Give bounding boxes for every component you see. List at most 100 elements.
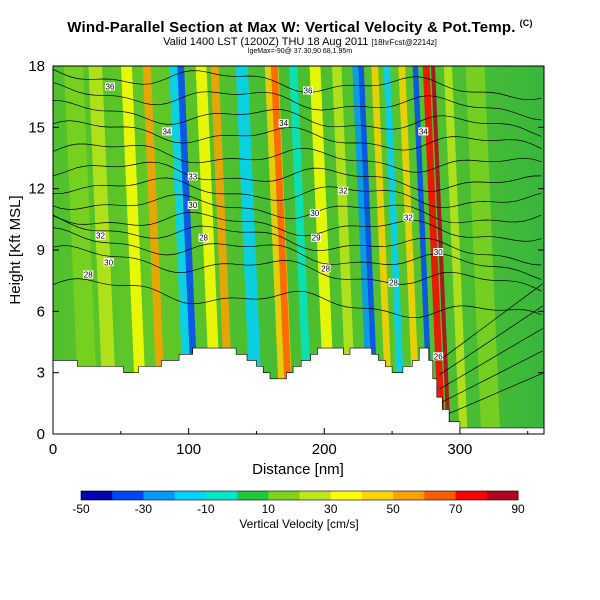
terrain-outline [53, 347, 544, 429]
contour-label-5: 32 [339, 187, 348, 196]
theta-contour-8 [53, 143, 542, 173]
title-unit: (C) [519, 18, 533, 28]
colorbar-tick-50: 50 [386, 502, 400, 516]
theta-contour-2 [53, 227, 542, 280]
contour-label-bg-9 [187, 201, 198, 210]
contour-label-bg-4 [418, 127, 429, 136]
x-tick-label-200: 200 [312, 441, 337, 458]
contour-label-bg-3 [278, 119, 289, 128]
contour-label-16: 28 [84, 271, 93, 280]
chart-small-line: lgeMax=-90@ 37.30,90 68,1.95m [247, 48, 353, 55]
colorbar-segment-6 [268, 491, 300, 500]
low-contour-0 [439, 372, 543, 418]
x-tick-label-300: 300 [447, 441, 472, 458]
colorbar-title: Vertical Velocity [cm/s] [239, 517, 358, 531]
velocity-band-6 [195, 66, 223, 434]
velocity-band-18 [398, 66, 421, 434]
chart-title-text: Wind-Parallel Section at Max W: Vertical… [67, 19, 516, 36]
y-tick-label-9: 9 [37, 242, 45, 259]
terrain-mask [53, 348, 544, 434]
y-axis-label: Height [Kft MSL] [7, 195, 24, 304]
contour-label-1: 36 [304, 87, 313, 96]
colorbar-segment-7 [299, 491, 332, 500]
y-tick-label-18: 18 [28, 58, 45, 75]
velocity-band-8 [235, 66, 264, 434]
colorbar-frame [80, 490, 519, 501]
contour-label-bg-1 [302, 86, 313, 95]
x-tick-label-100: 100 [176, 441, 201, 458]
colorbar-segment-3 [174, 491, 207, 500]
contour-label-bg-11 [311, 233, 322, 242]
y-tick-label-12: 12 [28, 181, 45, 198]
colorbar-tick-90: 90 [511, 502, 525, 516]
low-contour-1 [439, 350, 543, 404]
velocity-band-7 [210, 66, 235, 434]
contour-label-bg-5 [338, 186, 349, 195]
colorbar-segment-4 [205, 491, 238, 500]
theta-contour-5 [53, 194, 542, 224]
velocity-band-1 [88, 66, 118, 434]
theta-contour-6 [53, 177, 542, 209]
theta-contour-0 [53, 278, 542, 319]
chart-subtitle-text: Valid 1400 LST (1200Z) THU 18 Aug 2011 [163, 36, 369, 48]
contour-label-14: 32 [96, 232, 105, 241]
theta-contour-9 [53, 120, 542, 151]
colorbar-segment-13 [486, 491, 519, 500]
colorbar-tick-30: 30 [324, 502, 338, 516]
colorbar-segment-5 [237, 491, 269, 500]
colorbar-segment-9 [361, 491, 394, 500]
velocity-band-16 [371, 66, 394, 434]
contour-label-10: 28 [199, 234, 208, 243]
contour-label-bg-10 [198, 233, 209, 242]
theta-contour-12 [53, 68, 542, 101]
x-tick-label-0: 0 [49, 441, 57, 458]
colorbar-segment-0 [81, 491, 113, 500]
contour-label-bg-8 [403, 213, 414, 222]
low-contour-4 [439, 283, 543, 361]
theta-contours [53, 68, 543, 418]
contour-label-bg-13 [320, 264, 331, 273]
contour-label-bg-14 [95, 231, 106, 240]
contour-label-12: 30 [434, 248, 443, 257]
contour-label-bg-12 [433, 248, 444, 257]
colorbar-segment-10 [393, 491, 425, 500]
contour-label-bg-15 [103, 258, 114, 267]
velocity-band-11 [289, 66, 313, 434]
theta-contour-11 [53, 82, 542, 121]
contour-label-15: 30 [104, 258, 113, 267]
colorbar-segment-8 [330, 491, 363, 500]
velocity-band-2 [121, 66, 148, 434]
forecast-note: [18hrFcst@2214z] [371, 38, 437, 47]
contour-label-11: 29 [312, 234, 321, 243]
velocity-band-17 [383, 66, 406, 434]
velocity-band-0 [64, 66, 99, 434]
theta-contour-4 [53, 211, 542, 242]
contour-label-bg-0 [104, 82, 115, 91]
colorbar-segment-12 [455, 491, 488, 500]
contour-label-bg-17 [388, 278, 399, 287]
colorbar-tick-10: 10 [262, 502, 276, 516]
contour-label-17: 28 [389, 279, 398, 288]
low-contour-3 [439, 305, 543, 375]
colorbar-segment-2 [143, 491, 176, 500]
colorbar: -50 -30 -10 10 30 50 70 90 [72, 490, 525, 516]
x-axis: 0 100 200 300 [49, 428, 529, 458]
contour-label-13: 28 [321, 264, 330, 273]
contour-label-3: 34 [279, 119, 288, 128]
velocity-band-14 [352, 66, 375, 434]
contour-label-4: 34 [419, 127, 428, 136]
contour-label-9: 30 [188, 201, 197, 210]
contour-label-0: 36 [106, 82, 115, 91]
theta-contour-7 [53, 161, 542, 192]
y-tick-label-0: 0 [37, 426, 45, 443]
velocity-band-12 [309, 66, 337, 434]
theta-contour-1 [53, 245, 542, 292]
contour-label-bg-18 [433, 352, 444, 361]
contour-label-6: 30 [310, 209, 319, 218]
contour-label-18: 26 [434, 352, 443, 361]
velocity-band-19 [412, 66, 434, 434]
y-tick-label-3: 3 [37, 365, 45, 382]
colorbar-tick--30: -30 [135, 502, 153, 516]
